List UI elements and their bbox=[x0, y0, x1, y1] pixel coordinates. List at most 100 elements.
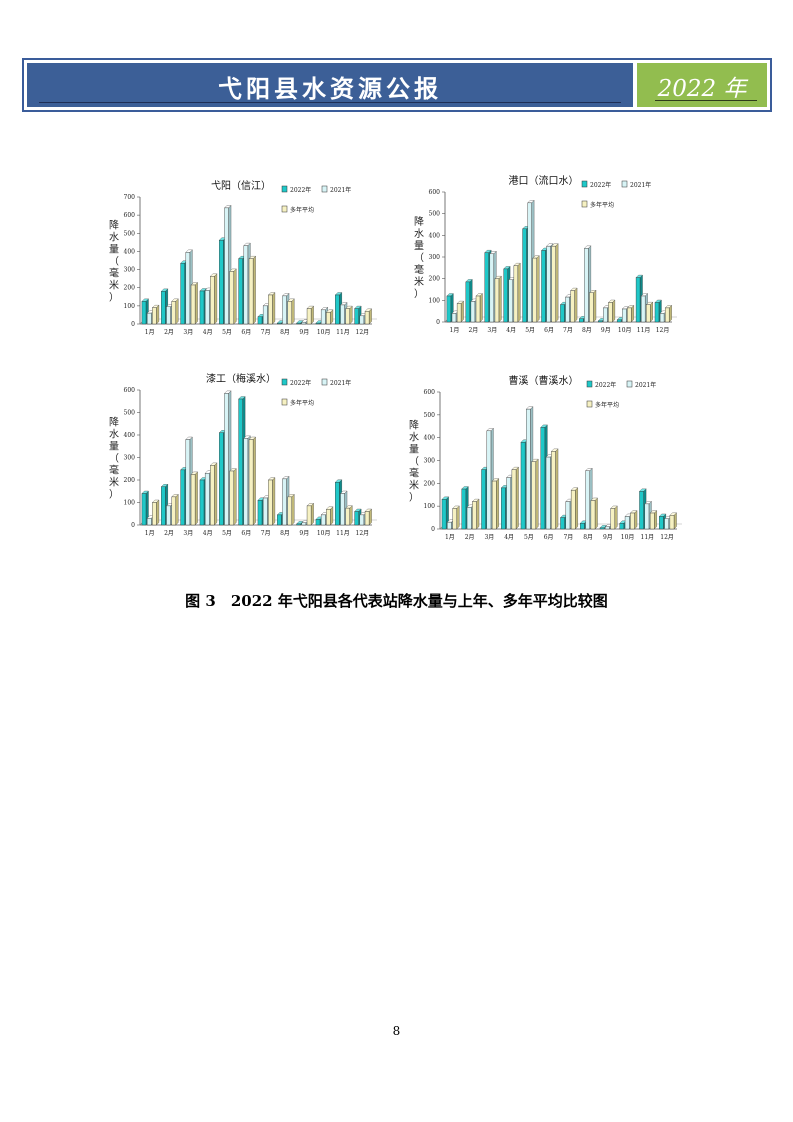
bar-side-avg bbox=[517, 262, 521, 323]
bar-2022 bbox=[296, 322, 301, 325]
bar-2021 bbox=[451, 313, 457, 323]
bar-side-avg bbox=[156, 499, 160, 526]
x-tick-label: 8月 bbox=[583, 534, 593, 541]
bar-side-avg bbox=[631, 305, 634, 323]
bar-avg bbox=[345, 507, 350, 526]
x-tick-label: 2月 bbox=[465, 534, 475, 541]
bar-2021 bbox=[508, 279, 513, 323]
bar-side-avg bbox=[555, 448, 559, 530]
chart-gangkou: 0 100 200 300 400 500 600 降水量（毫米） 港口（流口水） 2022年 20… bbox=[414, 174, 677, 334]
bar-avg bbox=[306, 308, 312, 325]
legend-label-2021: 2021年 bbox=[635, 381, 656, 389]
bar-2022 bbox=[161, 291, 166, 325]
bar-2022 bbox=[180, 469, 185, 526]
bar-2021 bbox=[622, 308, 627, 323]
bar-side-avg bbox=[634, 510, 638, 530]
bar-side-avg bbox=[654, 510, 657, 530]
y-axis-label-char: 毫 bbox=[109, 464, 119, 477]
x-tick-label: 12月 bbox=[356, 530, 370, 537]
bar-side-avg bbox=[479, 293, 483, 323]
bar-avg bbox=[570, 290, 575, 323]
bar-2021 bbox=[282, 478, 287, 526]
bar-2021 bbox=[243, 438, 249, 526]
x-tick-label: 9月 bbox=[601, 327, 611, 334]
bar-2022 bbox=[315, 519, 321, 526]
bar-2021 bbox=[224, 207, 229, 325]
y-axis-label-char: 水 bbox=[109, 429, 119, 441]
bar-avg bbox=[646, 304, 651, 323]
bar-avg bbox=[364, 311, 370, 325]
bar-2022 bbox=[354, 511, 359, 526]
bar-avg bbox=[472, 501, 477, 530]
chart-title: 漆工（梅溪水） bbox=[206, 372, 276, 385]
x-tick-label: 11月 bbox=[336, 530, 350, 537]
x-tick-label: 1月 bbox=[145, 329, 155, 336]
bar-2021 bbox=[603, 307, 608, 323]
bar-side-avg bbox=[456, 505, 460, 530]
bar-2022 bbox=[540, 427, 546, 530]
y-tick-label: 600 bbox=[124, 212, 136, 219]
bar-side-avg bbox=[535, 458, 539, 530]
bar-2021 bbox=[489, 253, 495, 323]
y-axis-label-char: ） bbox=[409, 492, 419, 504]
bar-2021 bbox=[447, 521, 452, 530]
bar-side-avg bbox=[460, 300, 464, 323]
bar-2022 bbox=[461, 488, 467, 530]
legend-swatch-avg bbox=[281, 205, 288, 213]
y-axis-label-char: （ bbox=[109, 453, 119, 465]
bar-2022 bbox=[277, 322, 282, 325]
x-tick-label: 4月 bbox=[203, 329, 213, 336]
x-tick-label: 6月 bbox=[544, 534, 554, 541]
x-tick-label: 10月 bbox=[317, 530, 331, 537]
legend-swatch-2021 bbox=[321, 378, 328, 386]
bar-2022 bbox=[659, 516, 664, 530]
x-tick-label: 7月 bbox=[563, 327, 573, 334]
y-tick-label: 400 bbox=[429, 232, 441, 239]
legend-label-avg: 多年平均 bbox=[290, 206, 314, 214]
bar-avg bbox=[513, 265, 519, 323]
x-tick-label: 7月 bbox=[563, 534, 573, 541]
x-tick-label: 2月 bbox=[164, 530, 174, 537]
legend-swatch-2021 bbox=[626, 380, 633, 388]
bar-2022 bbox=[599, 527, 605, 530]
bar-avg bbox=[532, 257, 537, 323]
bar-avg bbox=[364, 511, 370, 526]
bar-avg bbox=[610, 508, 615, 530]
bar-side-avg bbox=[536, 255, 540, 323]
y-axis-label-char: 毫 bbox=[109, 267, 119, 280]
report-header: 弋阳县水资源公报 2022 年 bbox=[22, 58, 772, 112]
y-axis-label-char: 降 bbox=[109, 416, 119, 429]
y-axis-label-char: 量 bbox=[409, 444, 419, 456]
legend-label-2022: 2022年 bbox=[595, 381, 616, 389]
x-tick-label: 6月 bbox=[241, 329, 251, 336]
legend-label-avg: 多年平均 bbox=[590, 201, 614, 209]
bar-2021 bbox=[640, 295, 646, 323]
figure-caption: 图 3 2022 年弋阳县各代表站降水量与上年、多年平均比较图 bbox=[185, 592, 608, 610]
bar-2022 bbox=[616, 319, 622, 323]
x-tick-label: 5月 bbox=[222, 530, 232, 537]
bar-avg bbox=[171, 496, 176, 526]
bar-side-avg bbox=[368, 508, 372, 526]
bar-2022 bbox=[501, 487, 506, 530]
bar-2022 bbox=[219, 432, 224, 526]
bar-2021 bbox=[166, 306, 171, 325]
bar-2022 bbox=[522, 228, 527, 323]
y-axis-label-char: 降 bbox=[414, 215, 424, 228]
bar-avg bbox=[669, 515, 675, 530]
bar-2021 bbox=[185, 439, 191, 526]
y-axis-label-char: ） bbox=[414, 288, 424, 300]
x-tick-label: 9月 bbox=[299, 329, 309, 336]
y-tick-label: 600 bbox=[429, 189, 441, 196]
header-title-box: 弋阳县水资源公报 bbox=[27, 63, 633, 107]
y-axis-label-char: （ bbox=[409, 456, 419, 468]
bar-avg bbox=[494, 278, 500, 323]
bar-2021 bbox=[359, 514, 365, 526]
bar-avg bbox=[491, 480, 497, 530]
x-tick-label: 3月 bbox=[183, 329, 193, 336]
y-axis-label-char: ） bbox=[109, 489, 119, 501]
x-tick-label: 1月 bbox=[450, 327, 460, 334]
bar-2022 bbox=[639, 491, 644, 530]
y-tick-label: 700 bbox=[124, 194, 136, 201]
bar-2022 bbox=[465, 281, 470, 323]
y-tick-label: 500 bbox=[424, 412, 436, 419]
